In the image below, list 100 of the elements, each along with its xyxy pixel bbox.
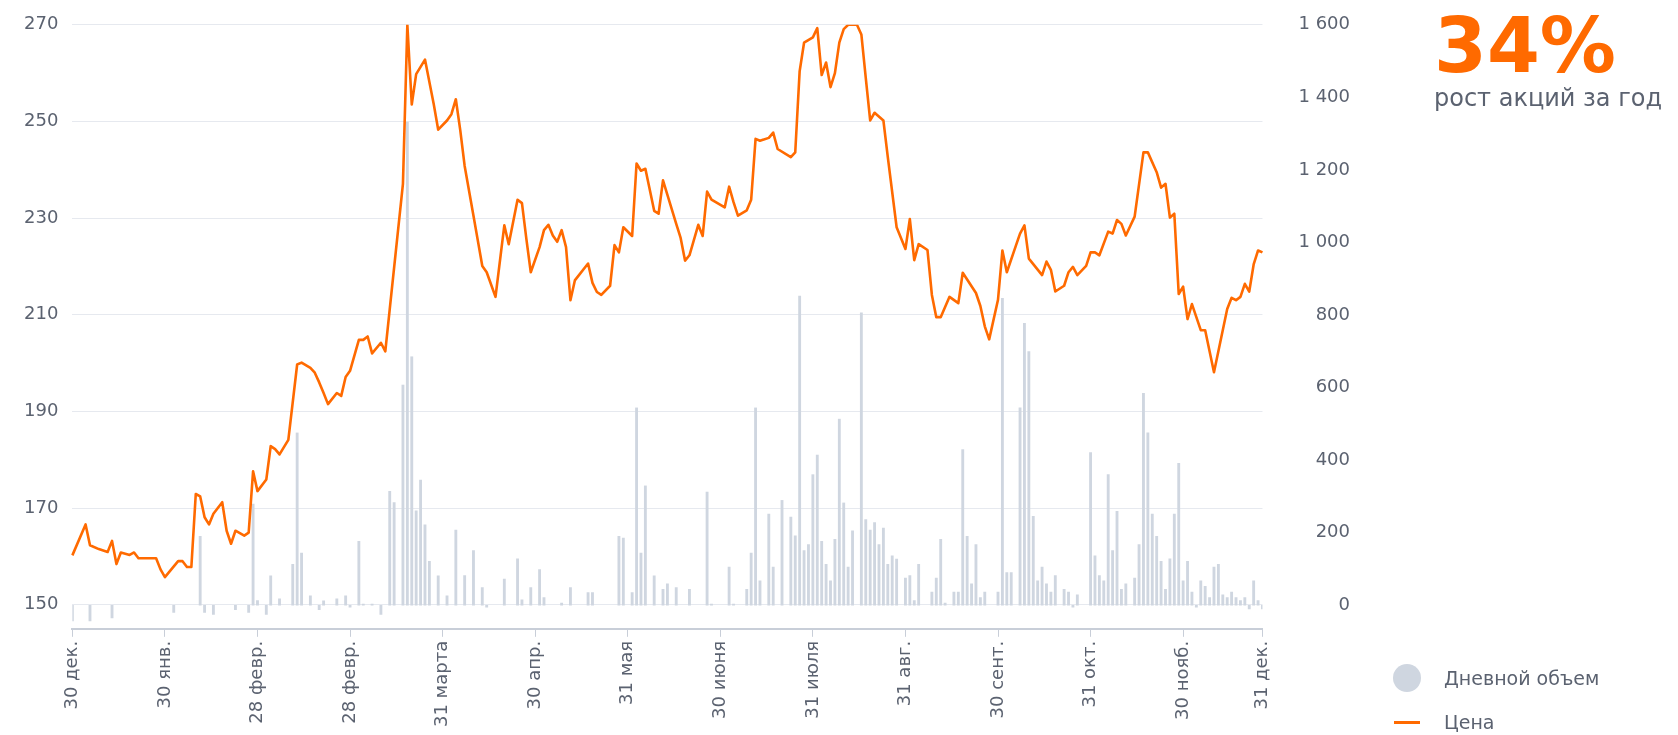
bar [1000, 298, 1004, 606]
y2-tick-label: 400 [1315, 447, 1350, 469]
x-tick-label: 30 июня [707, 640, 729, 719]
bar [943, 602, 947, 606]
bar [1203, 586, 1207, 606]
bar [538, 569, 542, 606]
bar [952, 591, 956, 606]
bar [436, 575, 440, 606]
bar [965, 535, 969, 606]
x-tick-label: 28 февр. [337, 640, 359, 724]
bar [665, 583, 669, 606]
bar [961, 449, 965, 606]
bar [172, 604, 176, 613]
bar [688, 588, 691, 606]
bar [1053, 575, 1057, 606]
x-tick-label: 28 февр. [245, 640, 267, 724]
bar [815, 454, 819, 606]
bar [939, 538, 943, 606]
x-tick-label: 31 марта [430, 640, 452, 728]
bar [1216, 563, 1220, 606]
bar [454, 529, 458, 606]
bar [917, 563, 921, 606]
legend-label: Дневной объем [1444, 667, 1600, 689]
bar [463, 575, 467, 606]
bar [851, 530, 854, 606]
x-tick-label: 30 дек. [60, 640, 82, 710]
x-tick-label: 31 авг. [893, 640, 915, 707]
bar [1243, 597, 1247, 606]
bar [1124, 583, 1128, 606]
bar [908, 575, 912, 606]
bar [754, 407, 757, 606]
y-tick-label: 230 [24, 205, 59, 227]
bar [472, 550, 475, 606]
x-tick-label: 31 июля [800, 640, 822, 719]
bar [392, 502, 396, 606]
bar [1133, 577, 1137, 606]
bar [1186, 561, 1189, 606]
x-tick-label: 30 нояб. [1170, 640, 1192, 720]
bar [295, 432, 299, 606]
bar [234, 604, 237, 610]
bar [379, 604, 383, 615]
bar [1106, 474, 1110, 606]
bar [798, 295, 802, 606]
bar [1089, 452, 1092, 606]
bar [652, 575, 656, 606]
bar [745, 588, 749, 606]
bar [322, 600, 326, 606]
bar [1150, 513, 1154, 606]
bar [811, 474, 815, 606]
y-tick-label: 210 [24, 302, 59, 324]
bar [1177, 463, 1181, 606]
bar [251, 503, 255, 606]
text: рост акций за год [1434, 84, 1663, 112]
bar [529, 587, 533, 606]
bar [480, 587, 484, 606]
bar [881, 527, 885, 606]
x-tick-label: 31 окт. [1078, 640, 1100, 708]
bar [516, 558, 519, 606]
bar [789, 516, 793, 606]
bar [1062, 588, 1066, 606]
bar [1075, 594, 1079, 606]
legend-label: Цена [1444, 711, 1495, 733]
bar [1230, 591, 1234, 606]
x-tick-label: 30 сент. [985, 640, 1007, 719]
bar [771, 566, 775, 606]
bar [502, 578, 506, 606]
bar [643, 485, 647, 606]
bar [1252, 580, 1256, 606]
x-tick-label: 30 янв. [152, 640, 174, 709]
bar [930, 591, 934, 606]
bar [1040, 566, 1044, 606]
bar [388, 491, 392, 606]
bar [727, 566, 731, 606]
bar [1009, 572, 1013, 606]
x-tick-label: 31 дек. [1250, 640, 1272, 710]
bar [859, 312, 863, 606]
bar [427, 561, 431, 606]
bar [621, 537, 625, 606]
bar [560, 602, 564, 606]
bar [833, 538, 837, 606]
bar [674, 587, 678, 606]
y-tick-label: 250 [24, 109, 59, 131]
bar [1159, 561, 1163, 606]
y2-tick-label: 1 600 [1298, 12, 1350, 34]
bar [767, 513, 771, 606]
bar [1031, 516, 1035, 606]
y-tick-label: 150 [24, 592, 59, 614]
y2-tick-label: 1 000 [1298, 230, 1350, 252]
bar [983, 591, 987, 606]
bar [405, 121, 409, 606]
y-tick-label: 190 [24, 399, 59, 421]
bar [586, 592, 590, 606]
bar [344, 595, 348, 606]
y2-tick-label: 800 [1315, 302, 1350, 324]
y2-tick-label: 0 [1338, 592, 1350, 614]
bar [308, 595, 312, 606]
x-tick-label: 31 мая [615, 640, 637, 705]
bar [211, 604, 215, 615]
y2-tick-label: 1 200 [1298, 157, 1350, 179]
bar [837, 418, 841, 606]
